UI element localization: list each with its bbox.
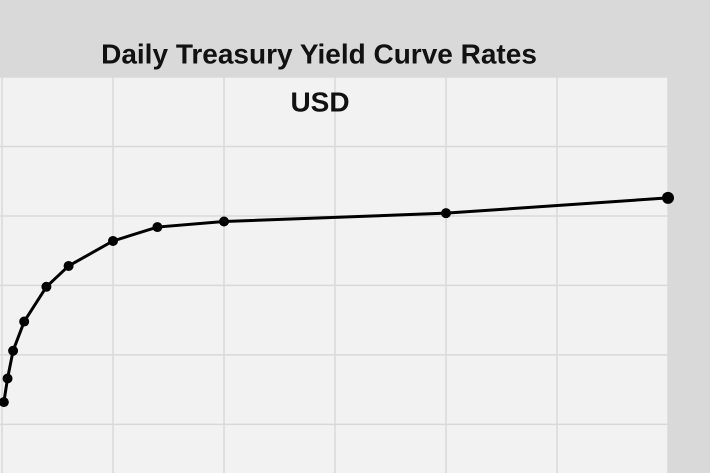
plot-area bbox=[0, 77, 668, 473]
chart-subtitle: USD bbox=[290, 86, 349, 117]
grid bbox=[0, 76, 669, 473]
data-point bbox=[440, 208, 451, 219]
data-point bbox=[8, 345, 19, 356]
data-point bbox=[2, 373, 13, 384]
data-point bbox=[41, 281, 52, 292]
data-point bbox=[662, 191, 674, 204]
chart-title: Daily Treasury Yield Curve Rates bbox=[101, 38, 537, 69]
data-point bbox=[218, 216, 229, 227]
data-point bbox=[107, 235, 118, 246]
data-point bbox=[63, 260, 74, 271]
data-point bbox=[19, 316, 30, 327]
data-point bbox=[152, 222, 163, 233]
data-point bbox=[0, 397, 9, 408]
